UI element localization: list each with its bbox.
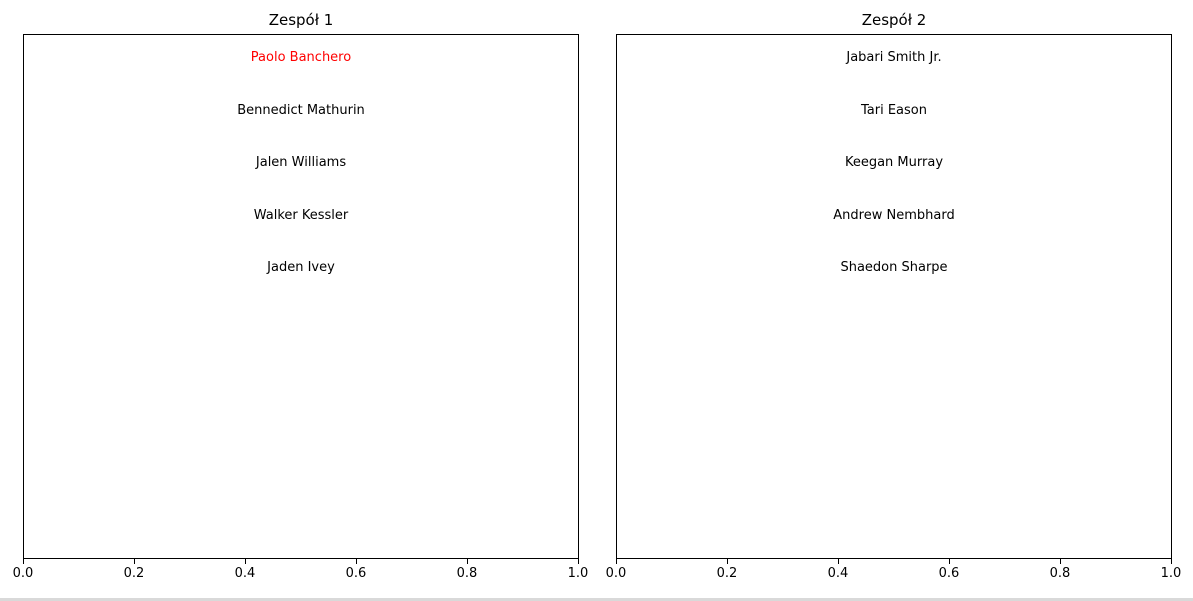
window-bottom-edge [0,598,1193,601]
x-tick-label: 0.8 [456,566,478,581]
panel-axes-2: Jabari Smith Jr. Tari Eason Keegan Murray A… [616,34,1172,559]
x-tick-mark [616,559,617,564]
x-tick-mark [838,559,839,564]
player-name: Andrew Nembhard [833,207,955,223]
x-tick-mark [23,559,24,564]
x-tick-label: 0.6 [345,566,367,581]
x-tick-label: 0.0 [605,566,627,581]
x-tick-label: 0.4 [234,566,256,581]
x-tick-label: 0.6 [938,566,960,581]
player-name: Keegan Murray [844,155,944,170]
player-name: Jalen Williams [255,155,347,170]
player-name: Bennedict Mathurin [237,102,365,118]
panel-title-2: Zespół 2 [861,11,927,29]
player-name: Jaden Ivey [267,260,335,275]
x-tick-label: 0.2 [123,566,145,581]
x-tick-mark [1171,559,1172,564]
x-tick-label: 1.0 [567,566,589,581]
x-tick-mark [356,559,357,564]
player-name: Shaedon Sharpe [840,260,948,275]
x-tick-mark [467,559,468,564]
x-tick-label: 0.0 [12,566,34,581]
x-tick-mark [245,559,246,564]
x-tick-mark [134,559,135,564]
panel-title-1: Zespół 1 [268,11,334,29]
x-tick-label: 0.4 [827,566,849,581]
player-name: Walker Kessler [253,207,349,223]
x-tick-mark [1060,559,1061,564]
player-name: Paolo Banchero [250,50,352,65]
player-name: Jabari Smith Jr. [846,50,942,65]
x-tick-mark [578,559,579,564]
x-tick-label: 0.2 [716,566,738,581]
player-name: Tari Eason [861,102,927,118]
x-tick-mark [949,559,950,564]
x-tick-label: 0.8 [1049,566,1071,581]
x-tick-label: 1.0 [1160,566,1182,581]
x-tick-mark [727,559,728,564]
panel-axes-1: Paolo Banchero Bennedict Mathurin Jalen Wi… [23,34,579,559]
